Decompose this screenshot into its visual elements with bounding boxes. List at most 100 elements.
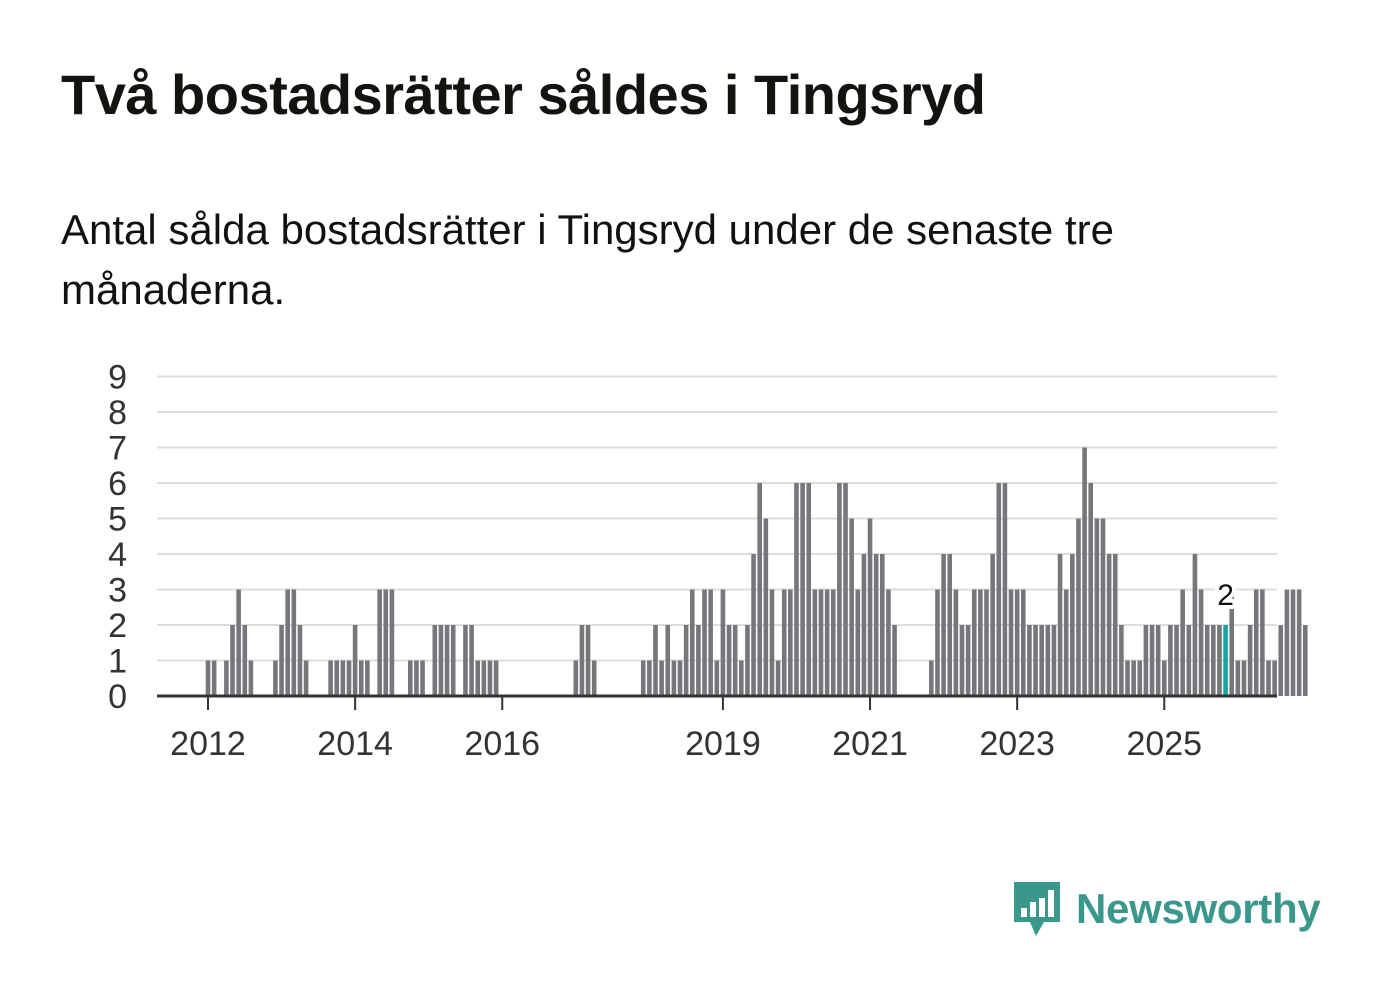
bar — [708, 589, 713, 696]
bar — [248, 660, 254, 696]
bar — [886, 589, 891, 696]
bar — [224, 660, 229, 696]
bar — [383, 589, 389, 696]
bar — [1014, 589, 1020, 696]
bar — [769, 589, 775, 696]
x-axis-tick-marks — [207, 696, 1166, 710]
bar — [438, 625, 444, 696]
x-tick-label: 2014 — [317, 725, 393, 763]
newsworthy-logo-text: Newsworthy — [1076, 885, 1321, 932]
bar — [806, 483, 812, 696]
bar — [996, 483, 1002, 696]
bar — [677, 660, 683, 696]
bar — [340, 660, 346, 696]
bar — [1149, 625, 1155, 696]
bar — [689, 589, 695, 696]
bar — [1198, 589, 1204, 696]
bar — [965, 625, 971, 696]
bar — [1100, 518, 1106, 696]
bar — [279, 625, 284, 696]
bar — [1063, 589, 1069, 696]
chart-title: Två bostadsrätter såldes i Tingsryd — [61, 63, 986, 126]
bar — [929, 660, 934, 696]
x-axis-tick-labels: 2012 2014 2016 2019 2021 2023 2025 — [170, 725, 1202, 763]
bar — [1027, 625, 1032, 696]
bar — [647, 660, 652, 696]
bar — [242, 625, 248, 696]
bar — [1051, 625, 1057, 696]
y-tick-label: 1 — [108, 643, 127, 681]
bar — [1247, 625, 1253, 696]
bar — [365, 660, 370, 696]
bar — [211, 660, 217, 696]
bar — [824, 589, 830, 696]
bar — [1131, 660, 1136, 696]
bar — [1033, 625, 1038, 696]
bar — [493, 660, 499, 696]
bar — [1290, 589, 1296, 696]
bar — [487, 660, 493, 696]
y-tick-label: 3 — [108, 572, 127, 610]
bar — [757, 483, 762, 696]
bar — [377, 589, 382, 696]
bar — [818, 589, 824, 696]
bar — [775, 660, 781, 696]
bar — [1186, 625, 1192, 696]
bar — [984, 589, 989, 696]
bar — [959, 625, 965, 696]
bar — [843, 483, 848, 696]
bar — [420, 660, 425, 696]
bar — [285, 589, 290, 696]
bar — [1137, 660, 1143, 696]
bar — [1180, 589, 1185, 696]
bars — [205, 447, 1308, 696]
bar — [1002, 483, 1008, 696]
bar — [481, 660, 487, 696]
bar — [720, 589, 726, 696]
bar — [1094, 518, 1100, 696]
x-tick-label: 2021 — [832, 725, 908, 763]
bar — [794, 483, 799, 696]
bar — [273, 660, 278, 696]
bar — [1155, 625, 1161, 696]
bar — [855, 589, 861, 696]
x-tick-label: 2025 — [1126, 725, 1202, 763]
y-tick-label: 4 — [108, 536, 127, 574]
bar — [450, 625, 456, 696]
x-tick-label: 2023 — [979, 725, 1055, 763]
bar — [726, 625, 732, 696]
x-tick-label: 2012 — [170, 725, 246, 763]
bar — [1296, 589, 1302, 696]
bar — [971, 589, 977, 696]
bar — [671, 660, 677, 696]
bar — [861, 554, 867, 696]
bar — [640, 660, 646, 696]
bar — [683, 625, 689, 696]
bar — [781, 589, 787, 696]
bar — [739, 660, 744, 696]
bar — [1278, 625, 1284, 696]
bar — [1088, 483, 1094, 696]
bar — [236, 589, 241, 696]
highlight-value-label: 2 — [1213, 575, 1238, 616]
bar — [763, 518, 769, 696]
y-tick-label: 9 — [108, 359, 127, 397]
y-tick-label: 0 — [108, 678, 127, 716]
bar — [475, 660, 481, 696]
bar — [334, 660, 340, 696]
highlight-value-text: 2 — [1217, 579, 1234, 612]
bar — [432, 625, 438, 696]
bar — [892, 625, 897, 696]
bar — [1168, 625, 1173, 696]
bar — [352, 625, 358, 696]
bar — [665, 625, 671, 696]
bar — [444, 625, 450, 696]
bar — [469, 625, 474, 696]
bar — [291, 589, 297, 696]
newsworthy-logo: Newsworthy — [1010, 878, 1321, 940]
y-tick-label: 2 — [108, 607, 127, 645]
bar — [1008, 589, 1014, 696]
x-tick-label: 2016 — [464, 725, 540, 763]
